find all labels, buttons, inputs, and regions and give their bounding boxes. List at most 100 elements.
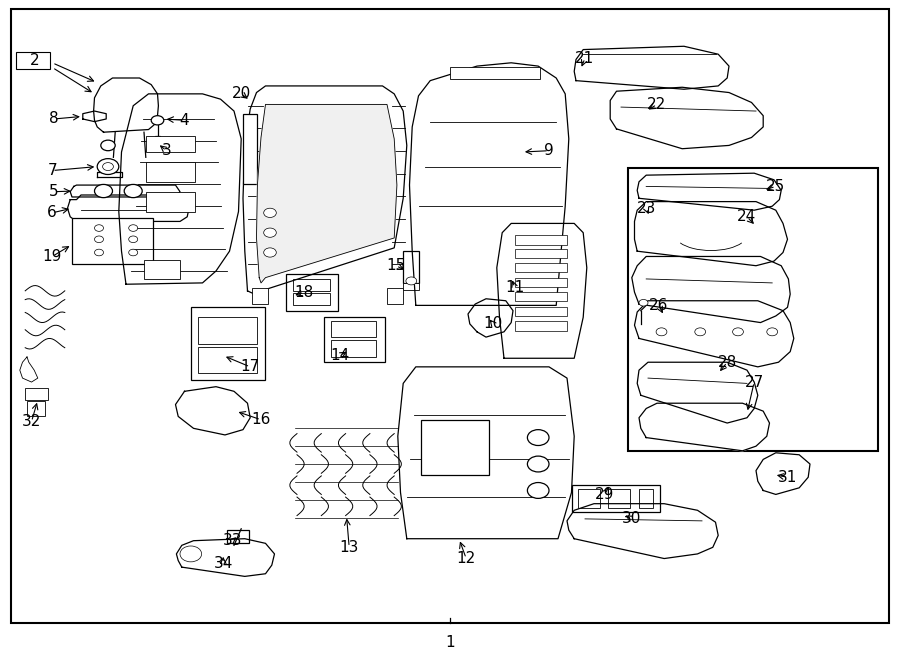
Circle shape [94, 236, 104, 243]
Polygon shape [634, 202, 788, 266]
Bar [292, 279, 330, 291]
Polygon shape [410, 63, 569, 305]
Text: 28: 28 [717, 355, 737, 369]
Polygon shape [567, 504, 718, 559]
Polygon shape [68, 195, 189, 221]
Polygon shape [632, 256, 790, 323]
Polygon shape [119, 94, 241, 284]
Polygon shape [610, 87, 763, 149]
Text: 2: 2 [30, 54, 39, 68]
Bar [27, 401, 45, 416]
Text: 13: 13 [339, 540, 359, 555]
Bar [421, 420, 489, 475]
Circle shape [639, 299, 648, 306]
Text: 33: 33 [222, 533, 242, 548]
Bar [144, 260, 180, 279]
Text: 4: 4 [180, 113, 189, 128]
Polygon shape [70, 185, 180, 197]
Text: 3: 3 [162, 143, 171, 158]
Bar [72, 218, 153, 264]
Polygon shape [468, 299, 513, 337]
Circle shape [101, 140, 115, 151]
Bar [403, 251, 419, 283]
Circle shape [527, 483, 549, 498]
Polygon shape [574, 46, 729, 89]
Text: 11: 11 [505, 280, 525, 295]
Circle shape [264, 208, 276, 217]
Bar [146, 136, 195, 152]
Text: 22: 22 [647, 97, 667, 112]
Bar [515, 235, 567, 245]
Circle shape [124, 184, 142, 198]
Text: 24: 24 [737, 210, 757, 224]
Bar [292, 293, 330, 305]
Bar [515, 307, 567, 316]
Polygon shape [97, 172, 122, 177]
Text: 32: 32 [22, 414, 41, 429]
Text: 1: 1 [446, 635, 454, 650]
Text: 6: 6 [48, 206, 57, 220]
Text: 18: 18 [294, 285, 314, 299]
Bar [515, 249, 567, 258]
Bar [515, 263, 567, 272]
Bar [155, 136, 160, 147]
Polygon shape [256, 104, 397, 283]
Circle shape [129, 236, 138, 243]
Bar [198, 347, 256, 373]
Circle shape [94, 184, 112, 198]
Polygon shape [20, 357, 38, 382]
Bar [146, 162, 195, 182]
Bar [628, 168, 878, 451]
Circle shape [151, 116, 164, 125]
Circle shape [180, 546, 202, 562]
Bar [387, 288, 403, 304]
Bar [286, 274, 338, 311]
Circle shape [94, 225, 104, 231]
Text: 17: 17 [240, 360, 260, 374]
Bar [515, 321, 567, 330]
Polygon shape [756, 453, 810, 494]
Text: 14: 14 [330, 348, 350, 363]
Text: 26: 26 [649, 298, 669, 313]
Circle shape [129, 225, 138, 231]
Bar [578, 489, 600, 508]
Polygon shape [634, 301, 794, 367]
Text: 25: 25 [766, 179, 786, 194]
Bar [252, 288, 268, 304]
Circle shape [94, 249, 104, 256]
Text: 30: 30 [622, 512, 642, 526]
Circle shape [767, 328, 778, 336]
Polygon shape [497, 223, 587, 358]
Polygon shape [176, 387, 250, 435]
Circle shape [129, 249, 138, 256]
Bar [450, 67, 540, 79]
Text: 21: 21 [575, 51, 595, 65]
Bar [243, 114, 256, 184]
Polygon shape [243, 86, 407, 296]
Polygon shape [176, 539, 274, 576]
Text: 23: 23 [636, 201, 656, 215]
Bar [25, 388, 48, 400]
Circle shape [527, 456, 549, 472]
Text: 7: 7 [48, 163, 57, 178]
Text: 12: 12 [456, 551, 476, 566]
Bar [515, 292, 567, 301]
Bar [198, 317, 256, 344]
Bar [16, 52, 50, 69]
Bar [324, 317, 385, 362]
Bar [572, 485, 660, 512]
Circle shape [264, 228, 276, 237]
Polygon shape [398, 367, 574, 539]
Bar [331, 340, 376, 357]
Text: 31: 31 [778, 470, 797, 485]
Circle shape [733, 328, 743, 336]
Circle shape [695, 328, 706, 336]
Bar [331, 321, 376, 337]
Bar [191, 307, 265, 380]
Circle shape [406, 277, 417, 285]
Text: 10: 10 [483, 317, 503, 331]
Bar [639, 489, 652, 508]
Circle shape [103, 163, 113, 171]
Text: 19: 19 [42, 249, 62, 264]
Text: 5: 5 [50, 184, 58, 199]
